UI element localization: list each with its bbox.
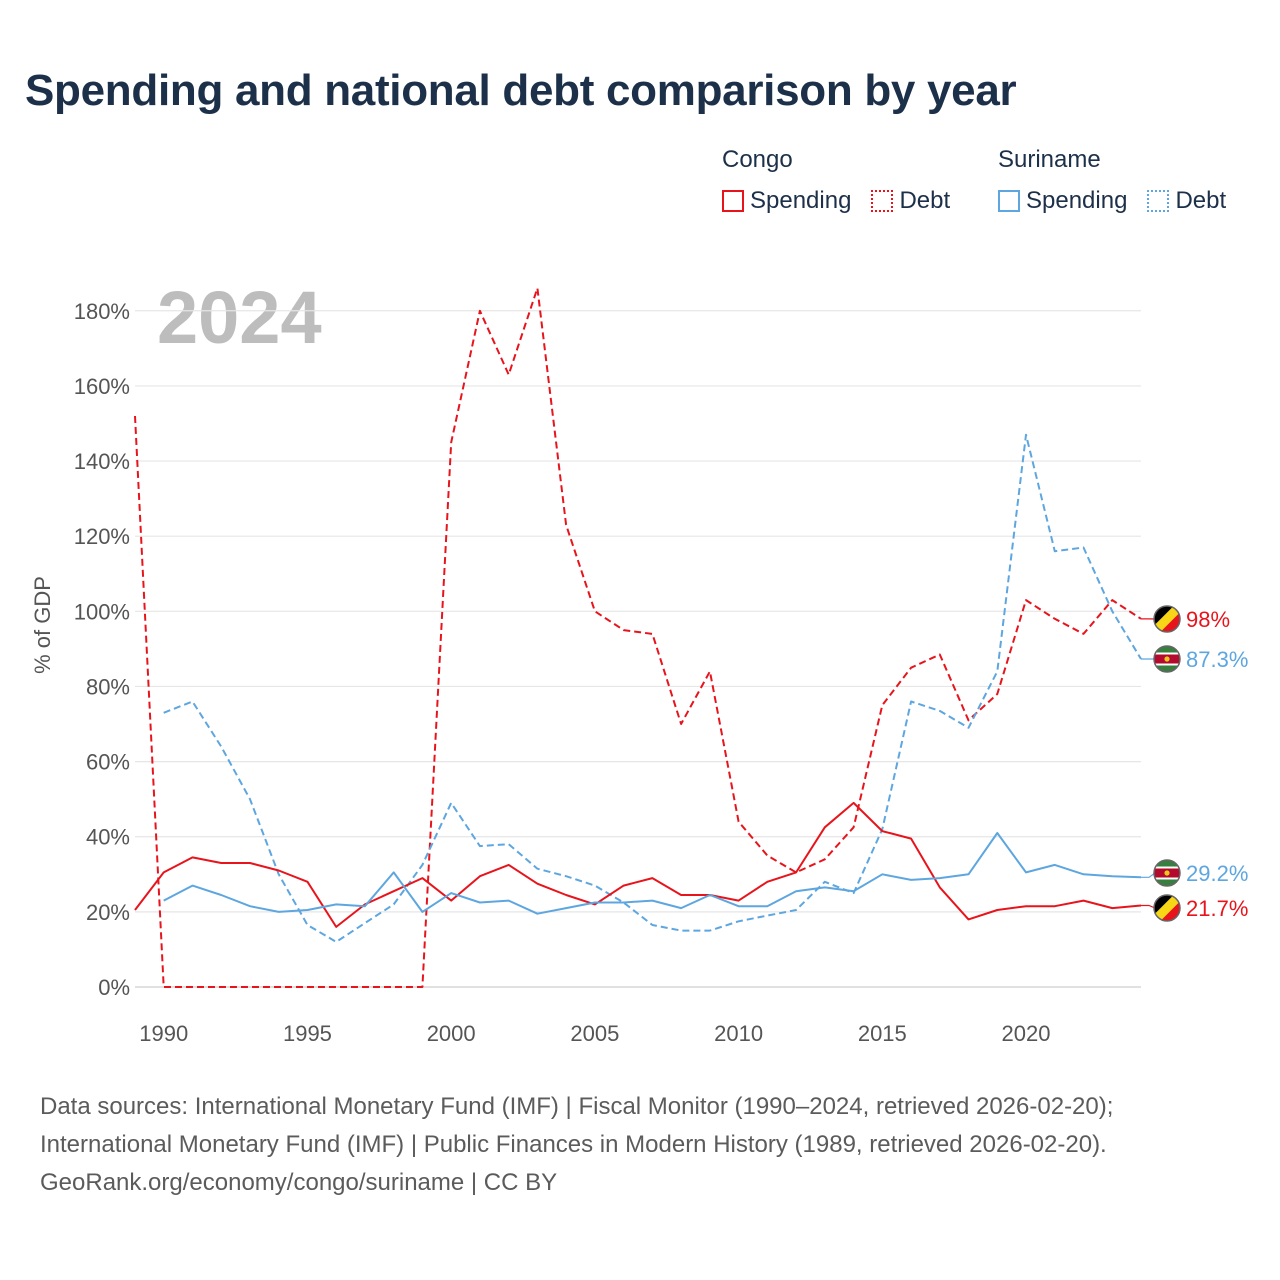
end-label-congo-spending: 21.7%	[1141, 894, 1248, 922]
y-tick-label: 20%	[86, 900, 130, 925]
footer-line-3: GeoRank.org/economy/congo/suriname | CC …	[40, 1169, 558, 1196]
legend-congo-spending[interactable]: Spending	[722, 187, 851, 215]
y-tick-label: 120%	[74, 524, 130, 549]
legend-suriname-title: Suriname	[998, 146, 1101, 173]
series-line-congo-spending[interactable]	[134, 801, 1142, 928]
y-tick-label: 80%	[86, 674, 130, 699]
congo-flag-icon	[1154, 895, 1180, 921]
chart-title: Spending and national debt comparison by…	[25, 66, 1017, 115]
congo-flag-icon	[1154, 606, 1180, 632]
series-line-congo-debt[interactable]	[134, 287, 1142, 988]
legend-congo-debt-label: Debt	[899, 187, 951, 214]
legend-suriname-spending[interactable]: Spending	[998, 187, 1127, 215]
legend-congo-spending-label: Spending	[750, 187, 852, 214]
x-tick-label: 2000	[427, 1021, 476, 1046]
legend-congo-title: Congo	[722, 146, 793, 173]
x-axis-ticks: 1990 1995 2000 2005 2010 2015 2020	[139, 1021, 1050, 1046]
y-axis-label: % of GDP	[30, 576, 55, 674]
x-tick-label: 2020	[1002, 1021, 1051, 1046]
end-label-suriname-debt: 87.3%	[1141, 645, 1248, 673]
y-tick-label: 40%	[86, 825, 130, 850]
y-tick-label: 140%	[74, 449, 130, 474]
series-lines	[134, 287, 1142, 988]
x-tick-label: 1995	[283, 1021, 332, 1046]
y-tick-label: 60%	[86, 750, 130, 775]
year-watermark: 2024	[157, 276, 322, 359]
y-axis-ticks: 0% 20% 40% 60% 80% 100% 120% 140% 160% 180%	[74, 299, 130, 1000]
end-value-label: 87.3%	[1186, 647, 1248, 672]
end-label-connector	[1141, 872, 1156, 878]
end-label-connector	[1141, 904, 1156, 909]
legend-congo-debt[interactable]: Debt	[871, 187, 950, 215]
grid-lines	[135, 310, 1141, 988]
legend-suriname-debt-label: Debt	[1175, 187, 1227, 214]
y-tick-label: 180%	[74, 299, 130, 324]
series-line-suriname-debt[interactable]	[163, 433, 1142, 943]
legend-suriname-spending-label: Spending	[1026, 187, 1128, 214]
footer-sources: Data sources: International Monetary Fun…	[40, 1088, 1113, 1202]
series-line-suriname-spending[interactable]	[163, 832, 1142, 915]
legend-congo: Congo Spending Debt	[722, 145, 950, 215]
legend-swatch-solid-red	[722, 190, 744, 212]
legend-swatch-solid-blue	[998, 190, 1020, 212]
legend-swatch-dotted-blue	[1147, 190, 1170, 212]
x-tick-label: 2010	[714, 1021, 763, 1046]
footer-line-2: International Monetary Fund (IMF) | Publ…	[40, 1131, 1107, 1158]
y-tick-label: 0%	[98, 975, 130, 1000]
legend-suriname: Suriname Spending Debt	[998, 145, 1226, 215]
end-labels: 98% 87.3% 21.7% 29.2%	[1141, 605, 1248, 922]
x-tick-label: 1990	[139, 1021, 188, 1046]
footer-line-1: Data sources: International Monetary Fun…	[40, 1093, 1114, 1120]
end-value-label: 21.7%	[1186, 896, 1248, 921]
legend-suriname-debt[interactable]: Debt	[1147, 187, 1226, 215]
x-tick-label: 2015	[858, 1021, 907, 1046]
y-tick-label: 160%	[74, 374, 130, 399]
y-tick-label: 100%	[74, 599, 130, 624]
end-value-label: 29.2%	[1186, 861, 1248, 886]
end-value-label: 98%	[1186, 607, 1230, 632]
x-tick-label: 2005	[570, 1021, 619, 1046]
end-label-congo-debt: 98%	[1141, 605, 1230, 633]
end-label-suriname-spending: 29.2%	[1141, 859, 1248, 887]
legend-swatch-dotted-red	[871, 190, 894, 212]
